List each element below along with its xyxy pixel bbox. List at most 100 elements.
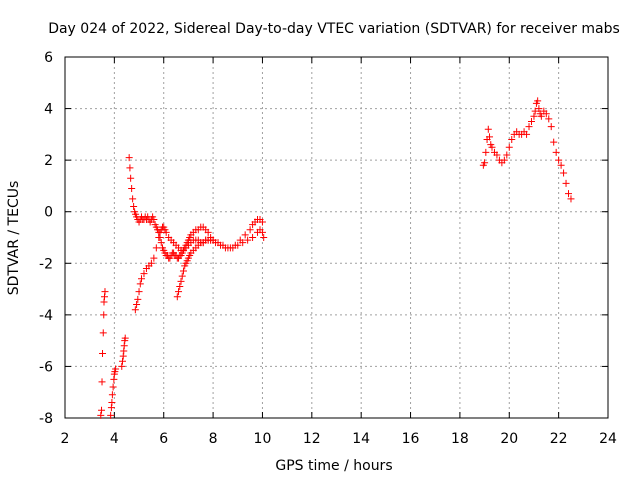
data-point bbox=[229, 244, 237, 252]
data-point bbox=[523, 130, 531, 138]
data-point bbox=[152, 244, 160, 252]
data-points bbox=[97, 97, 575, 419]
x-tick-label: 18 bbox=[451, 431, 469, 447]
data-point bbox=[537, 112, 545, 120]
data-point bbox=[204, 228, 212, 236]
data-point bbox=[260, 234, 268, 241]
data-point bbox=[177, 277, 185, 285]
y-tick-label: -4 bbox=[39, 308, 53, 324]
y-tick-label: -2 bbox=[39, 256, 53, 272]
y-axis-label: SDTVAR / TECUs bbox=[6, 181, 22, 296]
data-point bbox=[155, 234, 163, 241]
axis-ticks bbox=[64, 56, 609, 419]
y-tick-label: -8 bbox=[39, 411, 53, 427]
data-point bbox=[525, 123, 533, 131]
data-point bbox=[119, 357, 127, 365]
data-point bbox=[134, 295, 142, 303]
data-point bbox=[136, 280, 144, 288]
data-point bbox=[503, 151, 511, 159]
data-point bbox=[131, 306, 139, 314]
data-point bbox=[118, 362, 126, 370]
data-point bbox=[531, 107, 539, 115]
data-point bbox=[258, 218, 266, 226]
x-tick-label: 20 bbox=[500, 431, 518, 447]
data-point bbox=[108, 391, 116, 399]
data-point bbox=[108, 399, 116, 407]
data-point bbox=[562, 179, 570, 187]
x-tick-label: 12 bbox=[303, 431, 321, 447]
data-point bbox=[98, 406, 106, 414]
x-tick-label: 14 bbox=[352, 431, 370, 447]
data-point bbox=[249, 234, 257, 241]
plot-frame bbox=[64, 56, 609, 419]
data-point bbox=[239, 239, 247, 247]
data-point bbox=[482, 148, 490, 156]
data-point bbox=[234, 241, 242, 249]
x-tick-label: 24 bbox=[599, 431, 617, 447]
data-point bbox=[545, 115, 553, 123]
data-point bbox=[555, 156, 563, 164]
data-point bbox=[178, 272, 186, 280]
x-tick-label: 22 bbox=[550, 431, 568, 447]
data-point bbox=[565, 190, 573, 198]
data-point bbox=[560, 169, 568, 177]
data-point bbox=[547, 123, 555, 131]
data-point bbox=[127, 174, 135, 182]
data-point bbox=[112, 365, 120, 373]
data-point bbox=[157, 239, 165, 247]
x-tick-label: 2 bbox=[61, 431, 70, 447]
data-point bbox=[534, 97, 542, 105]
data-point bbox=[493, 151, 501, 159]
data-point bbox=[173, 293, 181, 301]
data-point bbox=[481, 159, 489, 167]
data-point bbox=[162, 228, 170, 236]
data-point bbox=[99, 329, 107, 337]
data-point bbox=[527, 117, 535, 125]
data-point bbox=[97, 411, 105, 419]
x-tick-labels: 2 4 6 8 10 12 14 16 18 20 22 24 bbox=[61, 431, 617, 447]
data-point bbox=[484, 125, 492, 133]
data-point bbox=[179, 267, 187, 275]
data-point bbox=[147, 259, 155, 267]
data-point bbox=[129, 195, 137, 203]
data-point bbox=[107, 411, 115, 419]
data-point bbox=[176, 282, 184, 290]
data-point bbox=[140, 270, 148, 278]
data-point bbox=[500, 156, 508, 164]
data-point bbox=[530, 112, 538, 120]
data-point bbox=[567, 195, 575, 203]
y-tick-label: 6 bbox=[44, 50, 53, 66]
data-point bbox=[130, 203, 138, 211]
data-point bbox=[99, 350, 107, 358]
data-point bbox=[121, 334, 129, 342]
data-point bbox=[125, 154, 133, 162]
data-point bbox=[488, 143, 496, 151]
x-axis-label: GPS time / hours bbox=[275, 458, 392, 474]
y-tick-label: 0 bbox=[44, 205, 53, 221]
data-point bbox=[486, 133, 494, 141]
data-point bbox=[175, 288, 183, 296]
y-tick-label: -6 bbox=[39, 359, 53, 375]
data-point bbox=[100, 311, 108, 319]
data-point bbox=[244, 236, 252, 244]
data-point bbox=[101, 288, 109, 296]
data-point bbox=[138, 275, 146, 283]
y-tick-label: 4 bbox=[44, 102, 53, 118]
y-tick-label: 2 bbox=[44, 153, 53, 169]
x-tick-label: 8 bbox=[209, 431, 218, 447]
data-point bbox=[109, 383, 117, 391]
data-point bbox=[550, 138, 558, 146]
data-point bbox=[209, 236, 217, 244]
data-point bbox=[150, 254, 158, 262]
data-point bbox=[126, 164, 134, 172]
data-point bbox=[535, 105, 543, 113]
data-point bbox=[98, 378, 106, 386]
data-point bbox=[508, 136, 516, 144]
data-point bbox=[542, 110, 550, 118]
grid bbox=[65, 57, 608, 418]
x-tick-label: 10 bbox=[254, 431, 272, 447]
data-point bbox=[246, 226, 254, 234]
data-point bbox=[133, 301, 141, 309]
data-point bbox=[258, 228, 266, 236]
